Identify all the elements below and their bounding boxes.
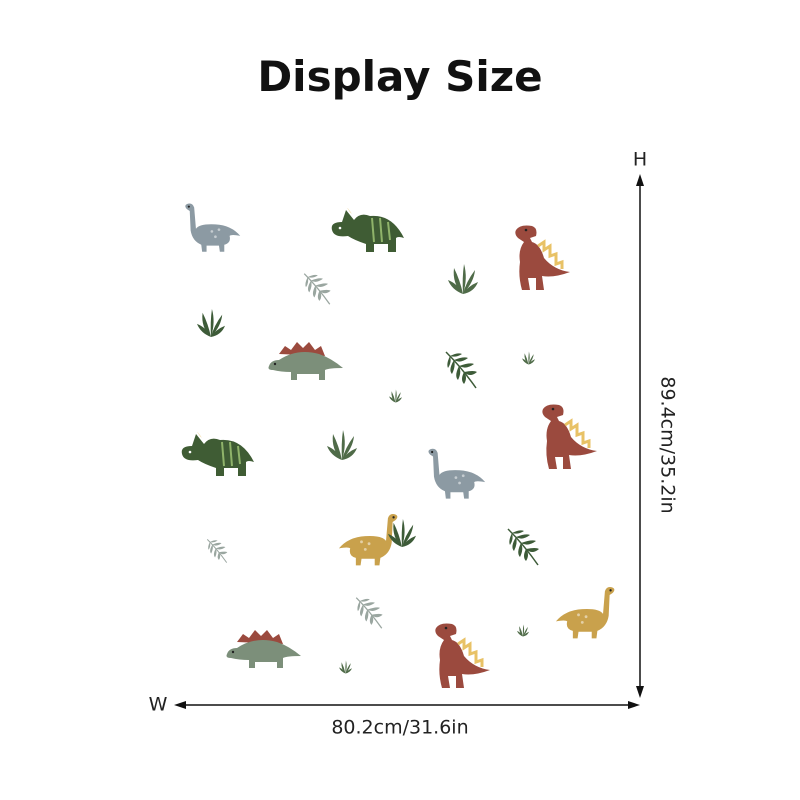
fern [206, 538, 228, 564]
plant [517, 624, 529, 637]
dinosaur [555, 587, 615, 639]
height-dimension: H 89.4cm/35.2in [633, 149, 679, 698]
width-label: W [149, 694, 168, 716]
dinosaur [513, 224, 572, 292]
fern [355, 597, 384, 629]
plant [339, 660, 352, 674]
plant [448, 264, 478, 294]
dinosaur [268, 342, 343, 380]
dinosaur [185, 203, 241, 252]
dinosaur [433, 622, 492, 690]
dinosaur [338, 514, 398, 566]
dinosaur [428, 448, 486, 499]
dinosaur [330, 208, 405, 252]
fern [303, 273, 332, 305]
plant [522, 351, 535, 365]
dinosaur [226, 630, 301, 668]
width-value: 80.2cm/31.6in [331, 717, 468, 739]
fern [507, 528, 540, 566]
width-dimension: W 80.2cm/31.6in [149, 694, 640, 739]
fern [445, 351, 478, 389]
height-label: H [633, 149, 647, 171]
height-value: 89.4cm/35.2in [657, 376, 679, 513]
dinosaur [180, 432, 255, 476]
dinosaur [540, 403, 598, 471]
plant [197, 309, 225, 337]
plant [389, 389, 402, 403]
title: Display Size [257, 52, 543, 101]
decorations [180, 203, 615, 690]
plant [327, 430, 357, 460]
